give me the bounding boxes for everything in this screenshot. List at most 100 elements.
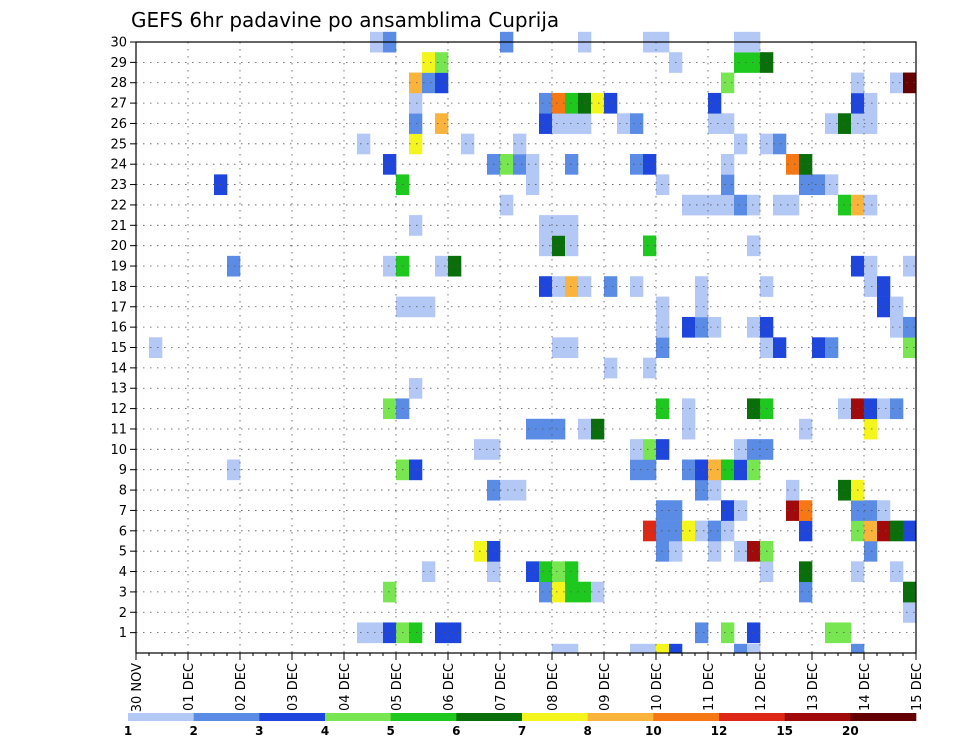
heatmap-cell (435, 255, 449, 277)
colorbar-swatch (587, 713, 654, 721)
heatmap-cell (682, 459, 696, 481)
heatmap-cell (370, 622, 384, 644)
heatmap-cell (513, 479, 527, 501)
heatmap-cell (604, 357, 618, 379)
heatmap-cell (838, 194, 852, 216)
heatmap-cell (643, 459, 657, 481)
heatmap-cell (682, 194, 696, 216)
heatmap-cell (799, 581, 813, 603)
heatmap-cell (786, 500, 800, 521)
heatmap-cell (552, 276, 566, 297)
heatmap-cell (864, 500, 878, 521)
heatmap-cell (864, 520, 878, 542)
colorbar-label: 6 (452, 724, 460, 738)
heatmap-cell (656, 337, 670, 358)
heatmap-cell (409, 459, 423, 481)
heatmap-cell (799, 561, 813, 583)
x-tick-label: 13 DEC (806, 663, 821, 711)
heatmap-cell (526, 561, 540, 583)
heatmap-cell (734, 194, 748, 216)
x-tick-label: 12 DEC (754, 663, 769, 711)
y-tick-label: 24 (110, 158, 127, 173)
heatmap-cell (773, 194, 787, 216)
heatmap-cell (448, 622, 462, 644)
heatmap-cell (838, 113, 852, 134)
heatmap-cell (786, 154, 800, 175)
y-tick-label: 14 (110, 361, 127, 376)
heatmap-cell (695, 296, 709, 318)
heatmap-cell (747, 459, 761, 481)
heatmap-cell (552, 113, 566, 134)
heatmap-cell (227, 255, 241, 277)
heatmap-cell (903, 520, 917, 542)
y-tick-label: 26 (110, 117, 127, 132)
x-tick-label: 02 DEC (234, 663, 249, 711)
heatmap-cell (539, 276, 553, 297)
heatmap-cell (682, 520, 696, 542)
heatmap-cell (890, 398, 904, 420)
colorbar-label: 1 (124, 724, 132, 738)
heatmap-cell (903, 72, 917, 94)
heatmap-cell (513, 133, 527, 155)
heatmap-cell (721, 154, 735, 175)
y-tick-label: 22 (110, 198, 127, 213)
y-tick-label: 15 (110, 341, 127, 356)
heatmap-cell (773, 133, 787, 155)
x-axis: 30 NOV 01 DEC 02 DEC 03 DEC 04 DEC 05 DEC 06 D… (130, 653, 925, 712)
heatmap-cell (656, 316, 670, 338)
y-tick-label: 5 (119, 545, 127, 560)
heatmap-cell (565, 113, 579, 134)
heatmap-cell (864, 540, 878, 562)
heatmap-cell (903, 255, 917, 277)
heatmap-cell (422, 561, 436, 583)
heatmap-cell (903, 581, 917, 603)
heatmap-cell (721, 622, 735, 644)
heatmap-cell (630, 276, 644, 297)
heatmap-cell (708, 520, 722, 542)
heatmap-cell (552, 235, 566, 257)
heatmap-cell (773, 337, 787, 358)
y-tick-label: 1 (119, 626, 127, 641)
colorbar-swatch (259, 713, 326, 721)
heatmap-cells (149, 31, 917, 654)
heatmap-cell (747, 194, 761, 216)
heatmap-cell (565, 276, 579, 297)
heatmap-cell (721, 72, 735, 94)
heatmap-cell (864, 418, 878, 440)
heatmap-cell (721, 520, 735, 542)
heatmap-cell (630, 643, 644, 654)
heatmap-cell (786, 479, 800, 501)
heatmap-cell (747, 398, 761, 420)
heatmap-cell (721, 194, 735, 216)
heatmap-cell (864, 92, 878, 114)
heatmap-cell (474, 540, 488, 562)
heatmap-cell (682, 316, 696, 338)
heatmap-cell (695, 316, 709, 338)
heatmap-cell (643, 235, 657, 257)
heatmap-cell (669, 643, 683, 654)
heatmap-cell (643, 357, 657, 379)
x-tick-label: 10 DEC (650, 663, 665, 711)
heatmap-cell (500, 154, 514, 175)
heatmap-cell (656, 520, 670, 542)
x-tick-label: 11 DEC (702, 663, 717, 711)
heatmap-cell (422, 52, 436, 73)
heatmap-cell (357, 622, 371, 644)
heatmap-cell (695, 520, 709, 542)
heatmap-cell (747, 439, 761, 460)
heatmap-cell (552, 581, 566, 603)
heatmap-cell (825, 113, 839, 134)
x-tick-label: 07 DEC (494, 663, 509, 711)
heatmap-cell (409, 133, 423, 155)
y-tick-label: 8 (119, 484, 127, 499)
heatmap-cell (448, 255, 462, 277)
y-tick-label: 10 (110, 443, 127, 458)
y-tick-label: 6 (119, 524, 127, 539)
y-tick-label: 4 (119, 565, 127, 580)
y-tick-label: 17 (110, 300, 127, 315)
heatmap-cell (695, 479, 709, 501)
heatmap-cell (643, 520, 657, 542)
y-tick-label: 28 (110, 76, 127, 91)
heatmap-cell (630, 113, 644, 134)
